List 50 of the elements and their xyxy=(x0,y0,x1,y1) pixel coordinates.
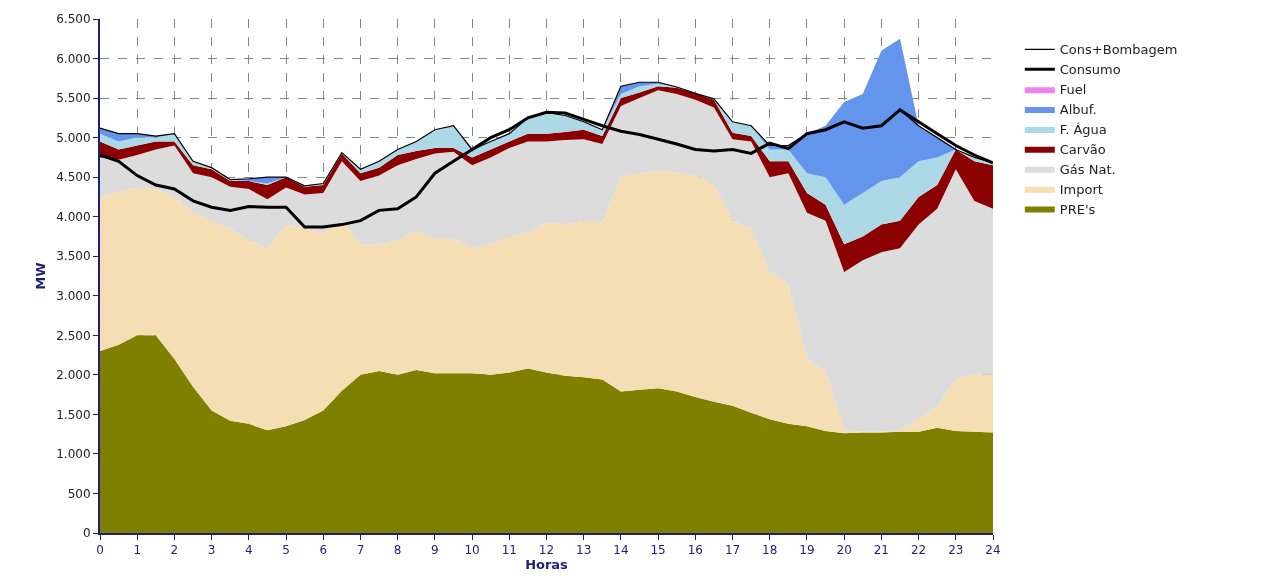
x-axis-title: Horas xyxy=(525,557,569,573)
y-tick-label: 1.000 xyxy=(56,447,91,462)
y-tick-label: 3.500 xyxy=(56,249,91,264)
x-tick-label: 21 xyxy=(873,543,890,558)
y-tick-label: 6.500 xyxy=(56,12,91,27)
legend-label: Albuf. xyxy=(1059,102,1097,118)
x-tick-label: 3 xyxy=(207,543,216,558)
x-tick-label: 24 xyxy=(985,543,1001,558)
y-tick-label: 3.000 xyxy=(56,288,91,303)
legend-label: PRE's xyxy=(1059,201,1096,217)
legend-label: Cons+Bombagem xyxy=(1059,42,1178,58)
x-tick-label: 17 xyxy=(724,543,741,558)
y-tick-label: 2.500 xyxy=(56,328,91,343)
x-tick-label: 18 xyxy=(762,543,778,558)
x-tick-label: 11 xyxy=(501,543,517,558)
y-tick-label: 5.500 xyxy=(56,91,91,106)
x-tick-label: 4 xyxy=(245,543,253,558)
x-tick-label: 6 xyxy=(319,543,328,558)
y-tick-label: 4.500 xyxy=(56,170,91,185)
legend-label: Gás Nat. xyxy=(1059,161,1116,177)
y-tick-label: 500 xyxy=(67,486,91,501)
x-tick-label: 13 xyxy=(576,543,592,558)
x-tick-label: 1 xyxy=(133,543,142,558)
legend-label: Import xyxy=(1059,181,1103,197)
x-tick-label: 12 xyxy=(538,543,555,558)
x-tick-label: 16 xyxy=(687,543,703,558)
x-tick-label: 5 xyxy=(282,543,290,558)
y-tick-label: 6.000 xyxy=(56,51,91,66)
legend-label: Fuel xyxy=(1059,82,1087,98)
x-tick-label: 20 xyxy=(836,543,852,558)
x-tick-label: 8 xyxy=(393,543,402,558)
y-tick-label: 5.000 xyxy=(56,130,91,145)
x-tick-label: 15 xyxy=(650,543,666,558)
x-tick-label: 7 xyxy=(356,543,365,558)
legend-label: F. Água xyxy=(1059,122,1107,138)
legend-label: Consumo xyxy=(1059,62,1121,78)
y-tick-label: 2.000 xyxy=(56,368,91,383)
y-tick-label: 1.500 xyxy=(56,407,91,422)
x-tick-label: 0 xyxy=(96,543,104,558)
x-tick-label: 10 xyxy=(464,543,480,558)
x-tick-label: 9 xyxy=(431,543,439,558)
x-tick-label: 23 xyxy=(948,543,964,558)
x-tick-label: 22 xyxy=(910,543,927,558)
x-tick-label: 14 xyxy=(613,543,629,558)
legend-label: Carvão xyxy=(1059,141,1106,157)
x-tick-label: 19 xyxy=(799,543,815,558)
x-tick-label: 2 xyxy=(170,543,179,558)
y-tick-label: 0 xyxy=(82,526,91,541)
y-tick-label: 4.000 xyxy=(56,209,91,224)
y-axis-title: MW xyxy=(32,262,48,290)
